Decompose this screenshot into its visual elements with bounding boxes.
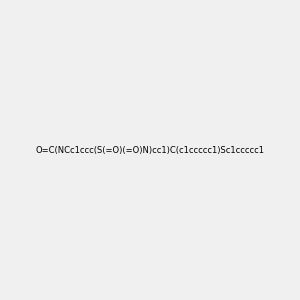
Text: O=C(NCc1ccc(S(=O)(=O)N)cc1)C(c1ccccc1)Sc1ccccc1: O=C(NCc1ccc(S(=O)(=O)N)cc1)C(c1ccccc1)Sc… bbox=[35, 146, 265, 154]
